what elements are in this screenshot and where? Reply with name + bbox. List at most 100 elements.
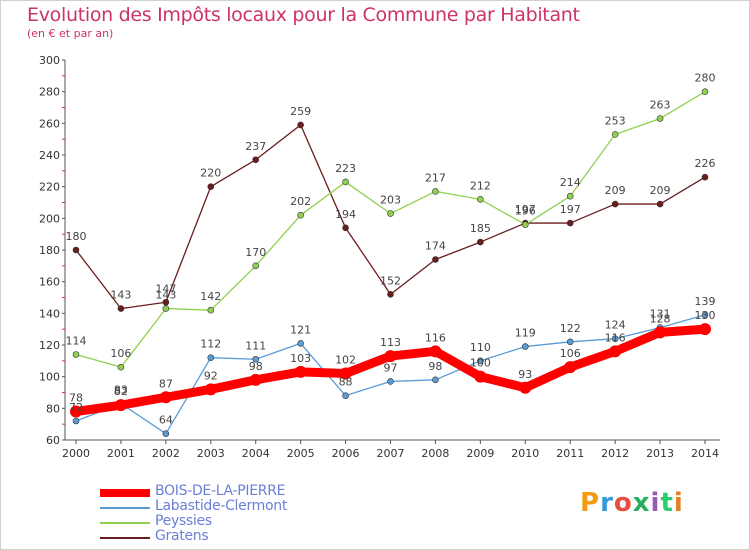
x-tick-label: 2001 (107, 447, 135, 460)
data-point (387, 291, 394, 298)
y-tick-label: 200 (39, 212, 60, 225)
data-label: 110 (470, 341, 491, 354)
data-point (72, 246, 80, 254)
data-point (384, 350, 397, 363)
data-label: 143 (155, 289, 176, 302)
y-tick-label: 140 (39, 307, 60, 320)
data-point (207, 354, 215, 361)
y-tick-label: 180 (39, 244, 60, 257)
data-point (701, 88, 709, 95)
data-label: 209 (650, 184, 671, 197)
x-tick-label: 2000 (62, 447, 90, 460)
data-label: 128 (650, 312, 671, 325)
data-label: 119 (515, 327, 536, 340)
data-label: 259 (290, 105, 311, 118)
x-tick-label: 2013 (646, 447, 674, 460)
data-label: 113 (380, 336, 401, 349)
data-point (477, 238, 484, 246)
data-label: 220 (200, 167, 221, 180)
data-label: 97 (384, 361, 398, 374)
data-label: 93 (518, 368, 532, 381)
data-point (611, 131, 619, 138)
data-point (162, 430, 170, 437)
data-label: 83 (114, 384, 128, 397)
data-label: 196 (515, 205, 536, 218)
x-tick-label: 2002 (152, 447, 180, 460)
data-point (252, 355, 260, 363)
x-tick-label: 2008 (421, 447, 449, 460)
data-label: 142 (200, 290, 221, 303)
x-tick-label: 2011 (556, 447, 584, 460)
data-label: 116 (425, 331, 446, 344)
data-label: 103 (290, 352, 311, 365)
data-point (207, 306, 215, 314)
data-label: 280 (695, 72, 716, 85)
data-point (72, 417, 80, 425)
data-point (477, 196, 484, 203)
data-label: 223 (335, 162, 356, 175)
data-point (521, 343, 529, 350)
data-label: 100 (470, 357, 491, 370)
chart-series (70, 88, 711, 437)
legend-label: BOIS-DE-LA-PIERRE (155, 483, 286, 499)
data-label: 124 (605, 319, 626, 332)
logo-letter: o (613, 488, 633, 518)
data-point (611, 200, 619, 208)
chart-title: Evolution des Impôts locaux pour la Comm… (27, 4, 580, 26)
data-point (654, 326, 667, 339)
logo-letter: P (580, 488, 601, 518)
data-point (297, 121, 304, 129)
data-label: 214 (560, 176, 581, 189)
logo-letter: x (632, 488, 651, 518)
data-label: 197 (515, 203, 536, 216)
data-point (294, 365, 307, 378)
data-label: 170 (245, 246, 266, 259)
data-point (387, 378, 394, 385)
data-point (114, 399, 127, 412)
y-tick-label: 300 (39, 54, 60, 67)
data-point (564, 361, 577, 374)
data-point (342, 392, 349, 399)
data-label: 237 (245, 140, 266, 153)
x-tick-label: 2012 (601, 447, 629, 460)
chart-subtitle: (en € et par an) (27, 27, 114, 40)
data-point (162, 305, 170, 312)
data-label: 102 (335, 354, 356, 367)
data-point (342, 178, 349, 186)
data-label: 194 (335, 208, 356, 221)
legend-swatch-series-3 (100, 537, 150, 539)
x-tick-label: 2007 (377, 447, 405, 460)
data-label: 112 (200, 338, 221, 351)
data-point (609, 345, 622, 358)
data-label: 180 (66, 230, 87, 243)
data-label: 212 (470, 179, 491, 192)
data-point (252, 156, 260, 164)
data-point (432, 188, 439, 195)
data-label: 203 (380, 194, 401, 207)
proxiti-logo: Proxiti (580, 488, 684, 518)
logo-letter: t (660, 488, 674, 518)
y-tick-label: 80 (46, 402, 60, 415)
data-point (117, 305, 125, 312)
data-label: 64 (159, 414, 173, 427)
data-label: 217 (425, 171, 446, 184)
data-point (566, 338, 574, 346)
data-point (429, 345, 442, 358)
legend-label: Peyssies (155, 513, 212, 529)
data-point (117, 363, 125, 371)
data-label: 147 (155, 282, 176, 295)
data-point (701, 311, 709, 319)
y-tick-label: 100 (39, 371, 60, 384)
data-label: 152 (380, 274, 401, 287)
data-point (656, 200, 664, 208)
logo-letter: i (650, 488, 661, 518)
data-label: 87 (159, 377, 173, 390)
data-point (70, 405, 82, 418)
data-point (474, 370, 487, 383)
x-tick-label: 2005 (287, 447, 315, 460)
legend-swatch-series-2 (100, 522, 150, 524)
logo-letter: i (673, 488, 684, 518)
data-point (162, 298, 170, 306)
x-tick-label: 2014 (691, 447, 719, 460)
y-tick-label: 240 (39, 149, 60, 162)
